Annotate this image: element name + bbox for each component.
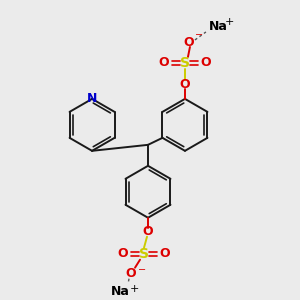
Text: O: O	[143, 225, 153, 238]
Text: +: +	[225, 17, 235, 27]
Text: +: +	[129, 284, 139, 294]
Text: −: −	[138, 265, 146, 275]
Text: O: O	[180, 78, 190, 92]
Text: O: O	[160, 247, 170, 260]
Text: S: S	[180, 56, 190, 70]
Text: O: O	[159, 56, 169, 69]
Text: O: O	[184, 37, 194, 50]
Text: O: O	[201, 56, 211, 69]
Text: S: S	[139, 247, 149, 261]
Text: O: O	[126, 267, 136, 280]
Text: N: N	[87, 92, 97, 105]
Text: −: −	[195, 30, 203, 40]
Text: O: O	[118, 247, 128, 260]
Text: Na: Na	[208, 20, 227, 34]
Text: Na: Na	[111, 285, 130, 298]
